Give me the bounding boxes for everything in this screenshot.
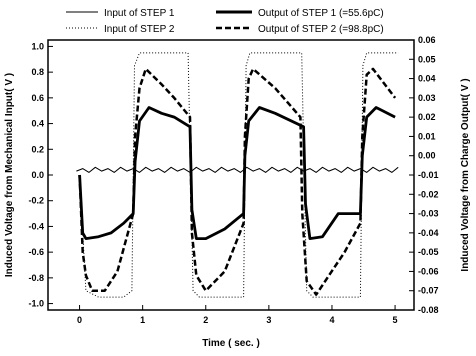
x-tick-label: 1 [140,315,145,325]
y-axis-left-label: Induced Voltage from Mechanical Input( V… [4,73,15,277]
y-axis-right-label: Induced Voltage from Charge Output( V ) [460,78,471,271]
axis-ticks: 0 1 2 3 4 5 -1.0 -0.8 -0.6 -0.4 -0.2 0.0 0.2 0.4 0.6 0.… [28,35,438,325]
y-right-tick-label: -0.05 [418,247,439,257]
y-right-tick-label: 0.00 [418,151,436,161]
y-left-tick-label: 0.0 [31,170,44,180]
y-left-tick-label: 1.0 [31,41,44,51]
series-line-3 [78,67,397,296]
y-right-tick-label: 0.04 [418,74,436,84]
y-left-tick-label: -1.0 [28,299,44,309]
y-left-tick-label: -0.8 [28,273,44,283]
legend-label-output-step1: Output of STEP 1 (=55.6pC) [258,8,384,19]
y-left-tick-label: -0.4 [28,221,44,231]
x-axis-label: Time ( sec. ) [202,338,260,349]
x-tick-label: 4 [329,315,334,325]
y-left-tick-label: -0.6 [28,247,44,257]
y-right-tick-label: 0.02 [418,112,436,122]
y-right-tick-label: -0.08 [418,305,439,315]
series-group [76,52,399,298]
y-right-tick-label: -0.03 [418,209,439,219]
x-tick-label: 3 [266,315,271,325]
x-tick-label: 5 [393,315,398,325]
y-right-tick-label: 0.05 [418,54,436,64]
y-right-tick-label: -0.04 [418,228,439,238]
y-left-tick-label: 0.2 [31,144,44,154]
x-tick-label: 0 [77,315,82,325]
y-right-tick-label: -0.07 [418,286,439,296]
y-right-tick-label: -0.02 [418,189,439,199]
y-left-tick-label: 0.8 [31,67,44,77]
y-right-tick-label: -0.01 [418,170,439,180]
y-right-tick-label: 0.01 [418,131,436,141]
y-left-tick-label: -0.2 [28,196,44,206]
y-right-tick-label: -0.06 [418,266,439,276]
y-right-tick-label: 0.06 [418,35,436,45]
y-left-tick-label: 0.6 [31,93,44,103]
plot-frame [47,39,415,311]
x-tick-label: 2 [203,315,208,325]
legend-label-input-step2: Input of STEP 2 [104,24,175,35]
legend: Input of STEP 1 Input of STEP 2 Output o… [66,8,384,35]
legend-label-output-step2: Output of STEP 2 (=98.8pC) [258,24,384,35]
series-line-2 [78,106,396,241]
legend-label-input-step1: Input of STEP 1 [104,8,175,19]
series-line-1 [79,52,399,298]
y-right-tick-label: 0.03 [418,93,436,103]
y-left-tick-label: 0.4 [31,119,44,129]
series-line-0 [76,166,399,173]
